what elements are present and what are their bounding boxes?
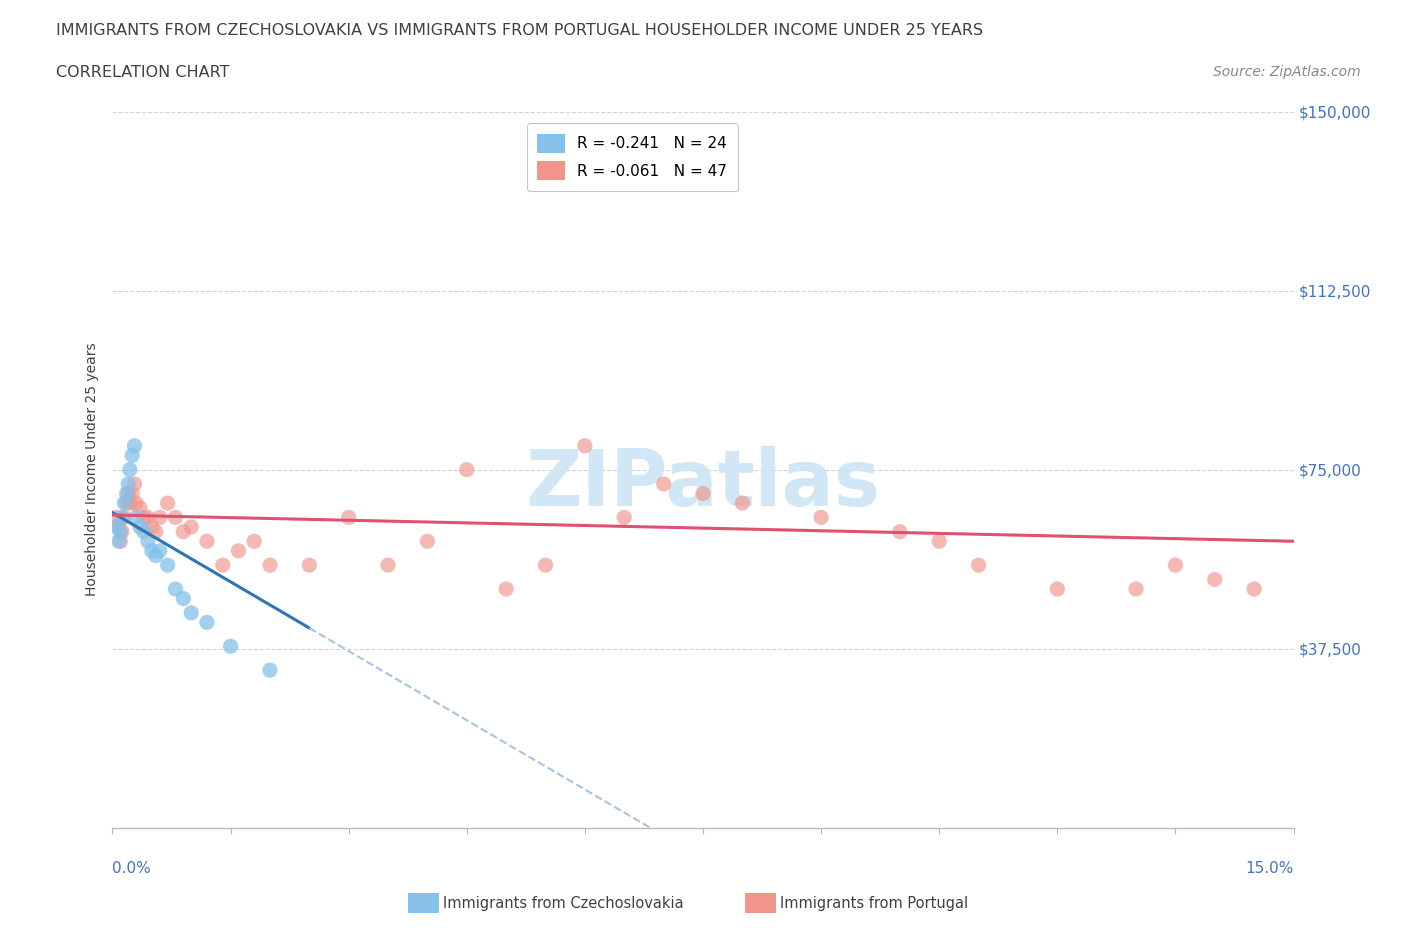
Point bbox=[125, 496, 148, 511]
Point bbox=[228, 543, 250, 558]
Point bbox=[145, 548, 167, 563]
Point bbox=[243, 534, 266, 549]
Text: IMMIGRANTS FROM CZECHOSLOVAKIA VS IMMIGRANTS FROM PORTUGAL HOUSEHOLDER INCOME UN: IMMIGRANTS FROM CZECHOSLOVAKIA VS IMMIGR… bbox=[56, 23, 983, 38]
Point bbox=[180, 520, 202, 535]
Point bbox=[1243, 581, 1265, 596]
Point bbox=[112, 496, 135, 511]
Point bbox=[141, 543, 163, 558]
Point bbox=[456, 462, 478, 477]
Point bbox=[298, 558, 321, 573]
Point bbox=[172, 591, 194, 606]
Point bbox=[149, 543, 172, 558]
Point bbox=[105, 510, 128, 525]
Point bbox=[377, 558, 399, 573]
Point bbox=[111, 510, 134, 525]
Point bbox=[1164, 558, 1187, 573]
Text: Immigrants from Czechoslovakia: Immigrants from Czechoslovakia bbox=[443, 896, 683, 910]
Text: Source: ZipAtlas.com: Source: ZipAtlas.com bbox=[1213, 65, 1361, 79]
Point bbox=[117, 476, 139, 491]
Point bbox=[111, 525, 134, 539]
Point bbox=[337, 510, 360, 525]
Point bbox=[110, 534, 132, 549]
Point bbox=[107, 534, 129, 549]
Point bbox=[129, 520, 152, 535]
Text: Immigrants from Portugal: Immigrants from Portugal bbox=[780, 896, 969, 910]
Point bbox=[1125, 581, 1147, 596]
Point bbox=[156, 496, 179, 511]
Point bbox=[211, 558, 233, 573]
Text: 0.0%: 0.0% bbox=[112, 861, 152, 876]
Point bbox=[495, 581, 517, 596]
Text: 15.0%: 15.0% bbox=[1246, 861, 1294, 876]
Point bbox=[259, 663, 281, 678]
Point bbox=[145, 525, 167, 539]
Point bbox=[259, 558, 281, 573]
Point bbox=[967, 558, 990, 573]
Point bbox=[112, 510, 135, 525]
Point bbox=[124, 476, 146, 491]
Point bbox=[107, 520, 129, 535]
Point bbox=[165, 510, 187, 525]
Point bbox=[118, 496, 141, 511]
Point bbox=[132, 510, 155, 525]
Point bbox=[195, 615, 218, 630]
Point bbox=[613, 510, 636, 525]
Point bbox=[928, 534, 950, 549]
Point bbox=[195, 534, 218, 549]
Y-axis label: Householder Income Under 25 years: Householder Income Under 25 years bbox=[86, 343, 100, 596]
Point bbox=[105, 520, 128, 535]
Point bbox=[118, 462, 141, 477]
Point bbox=[149, 510, 172, 525]
Point bbox=[125, 510, 148, 525]
Point bbox=[156, 558, 179, 573]
Point bbox=[574, 438, 596, 453]
Point bbox=[136, 510, 159, 525]
Point bbox=[172, 525, 194, 539]
Point bbox=[121, 486, 143, 501]
Point bbox=[129, 500, 152, 515]
Point bbox=[652, 476, 675, 491]
Point bbox=[165, 581, 187, 596]
Point bbox=[810, 510, 832, 525]
Point bbox=[132, 525, 155, 539]
Text: ZIPatlas: ZIPatlas bbox=[526, 446, 880, 522]
Point bbox=[124, 438, 146, 453]
Point bbox=[534, 558, 557, 573]
Point bbox=[889, 525, 911, 539]
Legend: R = -0.241   N = 24, R = -0.061   N = 47: R = -0.241 N = 24, R = -0.061 N = 47 bbox=[527, 123, 738, 191]
Point bbox=[117, 486, 139, 501]
Point bbox=[141, 520, 163, 535]
Text: CORRELATION CHART: CORRELATION CHART bbox=[56, 65, 229, 80]
Point bbox=[121, 448, 143, 463]
Point bbox=[136, 534, 159, 549]
Point bbox=[115, 496, 138, 511]
Point bbox=[1046, 581, 1069, 596]
Point bbox=[219, 639, 242, 654]
Point bbox=[180, 605, 202, 620]
Point bbox=[692, 486, 714, 501]
Point bbox=[416, 534, 439, 549]
Point bbox=[731, 496, 754, 511]
Point bbox=[110, 525, 132, 539]
Point bbox=[1204, 572, 1226, 587]
Point bbox=[115, 486, 138, 501]
